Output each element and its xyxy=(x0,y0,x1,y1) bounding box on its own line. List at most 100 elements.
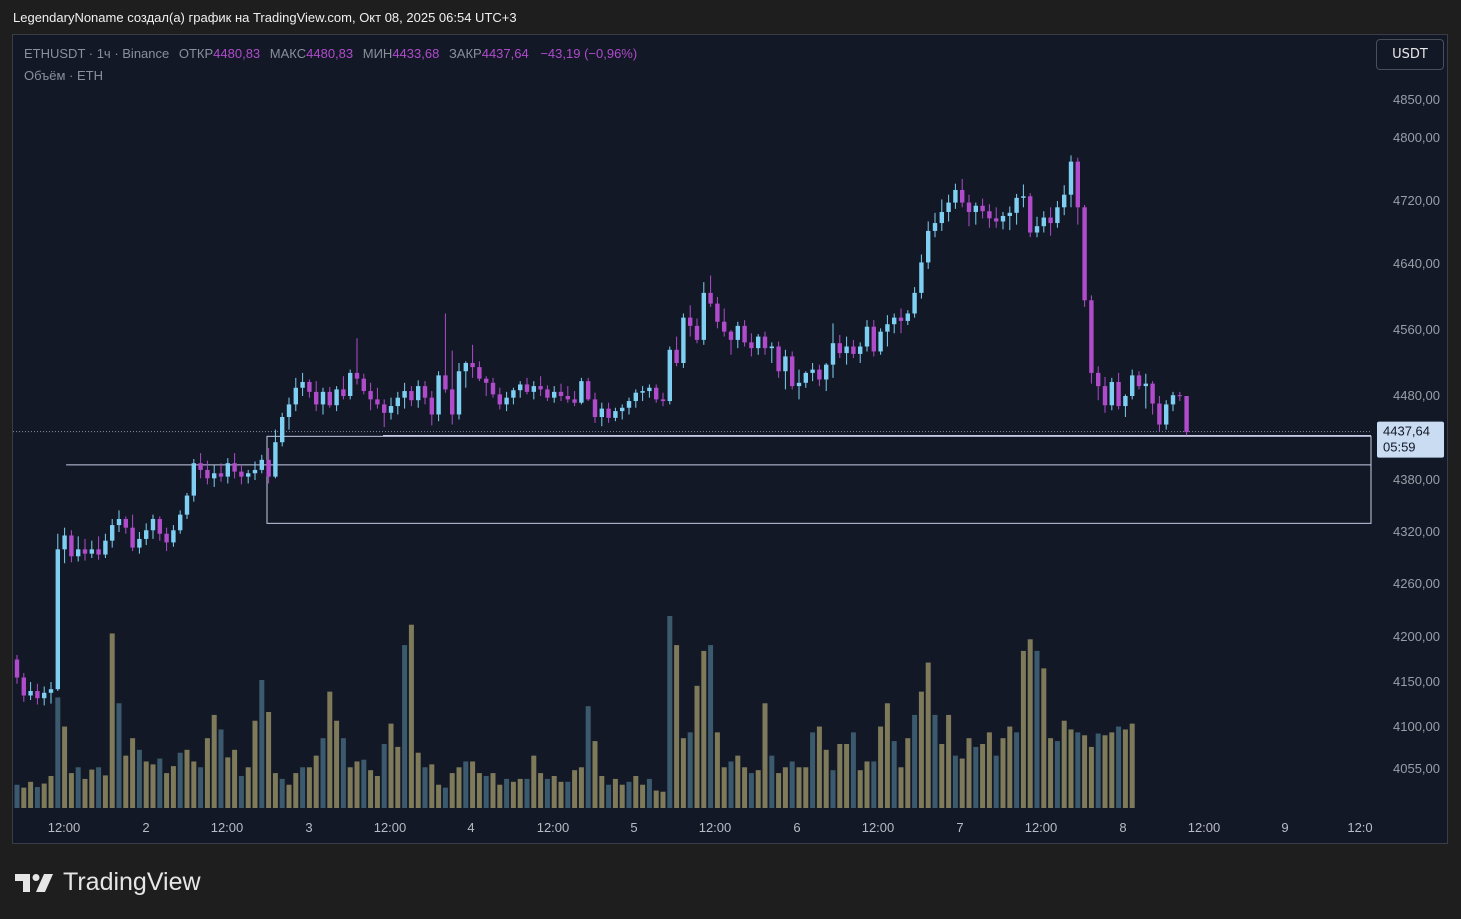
chart-caption: LegendaryNoname создал(а) график на Trad… xyxy=(13,10,517,25)
volume-bar xyxy=(218,729,224,808)
volume-bar xyxy=(41,783,47,808)
candle-body xyxy=(790,356,795,387)
price-tick-label: 4380,00 xyxy=(1393,472,1440,487)
time-tick-label: 12:00 xyxy=(537,820,570,835)
symbol-name[interactable]: ETHUSDT · 1ч · Binance xyxy=(24,46,170,61)
candle-body xyxy=(354,372,360,379)
volume-bar xyxy=(293,773,299,808)
volume-bar xyxy=(612,778,618,808)
volume-bar xyxy=(204,738,210,808)
candle-body xyxy=(694,325,700,340)
volume-bar xyxy=(1122,729,1128,808)
symbol-legend[interactable]: ETHUSDT · 1ч · Binance ОТКР4480,83 МАКС4… xyxy=(24,46,637,61)
candle-body xyxy=(613,411,618,418)
candle-body xyxy=(402,391,407,398)
candle-body xyxy=(164,533,169,543)
volume-bar xyxy=(449,773,455,808)
high-value: 4480,83 xyxy=(306,46,354,61)
candle-body xyxy=(926,230,931,263)
candle-body xyxy=(171,530,176,543)
volume-bar xyxy=(340,738,346,808)
volume-bar xyxy=(1109,732,1115,808)
chart-pane[interactable]: 4850,00 4800,00 4720,00 4640,00 4560,00 4480,… xyxy=(12,34,1448,844)
candle-body xyxy=(966,202,972,213)
volume-bar xyxy=(565,781,571,808)
volume-bar xyxy=(1027,639,1033,808)
volume-bar xyxy=(1102,735,1108,808)
candle-body xyxy=(552,391,557,398)
last-price-value: 4437,64 xyxy=(1383,424,1430,439)
candle-body xyxy=(334,389,339,406)
low-value: 4433,68 xyxy=(392,46,440,61)
candle-body xyxy=(1034,226,1040,233)
volume-bar xyxy=(55,697,61,808)
price-tick-label: 4800,00 xyxy=(1393,130,1440,145)
volume-bar xyxy=(946,714,952,808)
candle-body xyxy=(144,530,149,539)
candlestick-chart[interactable]: 4850,00 4800,00 4720,00 4640,00 4560,00 4480,… xyxy=(13,35,1447,843)
candle-body xyxy=(409,391,414,401)
candle-body xyxy=(184,495,190,515)
volume-bar xyxy=(1007,726,1013,808)
price-tick-label: 4100,00 xyxy=(1393,719,1440,734)
candle-body xyxy=(946,202,951,213)
volume-bar xyxy=(504,778,510,808)
volume-bar xyxy=(517,778,523,808)
candle-body xyxy=(1082,207,1087,301)
volume-bar xyxy=(544,778,550,808)
candle-body xyxy=(599,408,604,417)
candle-body xyxy=(1143,383,1148,387)
volume-bar xyxy=(1075,732,1081,808)
price-tick-label: 4260,00 xyxy=(1393,576,1440,591)
volume-bar xyxy=(402,645,408,808)
volume-bars-layer xyxy=(14,616,1135,808)
tradingview-logo: TradingView xyxy=(15,868,201,897)
candle-body xyxy=(110,525,115,541)
volume-bar xyxy=(748,773,754,808)
candle-body xyxy=(851,346,856,354)
currency-button[interactable]: USDT xyxy=(1376,39,1444,70)
volume-bar xyxy=(878,726,884,808)
volume-bar xyxy=(225,757,231,808)
volume-bar xyxy=(374,776,380,808)
volume-bar xyxy=(368,770,374,808)
candle-body xyxy=(436,375,441,415)
high-label: МАКС xyxy=(269,46,307,61)
volume-bar xyxy=(538,773,544,808)
candle-body xyxy=(728,331,734,340)
candle-body xyxy=(470,363,475,368)
candle-body xyxy=(490,382,496,395)
volume-bar xyxy=(1129,723,1135,808)
volume-bar xyxy=(959,758,965,808)
volume-bar xyxy=(62,726,68,808)
volume-bar xyxy=(782,767,788,808)
candle-body xyxy=(858,346,863,354)
volume-legend[interactable]: Объём · ETH xyxy=(24,68,103,83)
candle-body xyxy=(62,535,67,550)
volume-bar xyxy=(742,767,748,808)
volume-bar xyxy=(136,749,142,808)
volume-bar xyxy=(694,685,700,808)
candle-body xyxy=(69,535,74,557)
candle-body xyxy=(701,292,706,340)
volume-bar xyxy=(395,746,401,808)
candle-body xyxy=(912,292,917,314)
volume-bar xyxy=(157,758,163,808)
price-tick-label: 4150,00 xyxy=(1393,674,1440,689)
price-tick-label: 4640,00 xyxy=(1393,256,1440,271)
candle-body xyxy=(266,459,271,477)
candle-body xyxy=(878,331,883,352)
volume-bar xyxy=(884,703,890,808)
volume-bar xyxy=(844,744,850,808)
candle-body xyxy=(212,473,217,479)
volume-bar xyxy=(75,767,81,808)
volume-bar xyxy=(850,732,856,808)
candle-body xyxy=(592,399,598,417)
candle-body xyxy=(178,514,183,531)
candle-body xyxy=(198,463,203,470)
volume-bar xyxy=(170,766,176,808)
time-tick-label: 5 xyxy=(630,820,637,835)
volume-bar xyxy=(578,767,584,808)
support-zone-box xyxy=(266,435,1372,524)
candle-body xyxy=(497,394,502,405)
